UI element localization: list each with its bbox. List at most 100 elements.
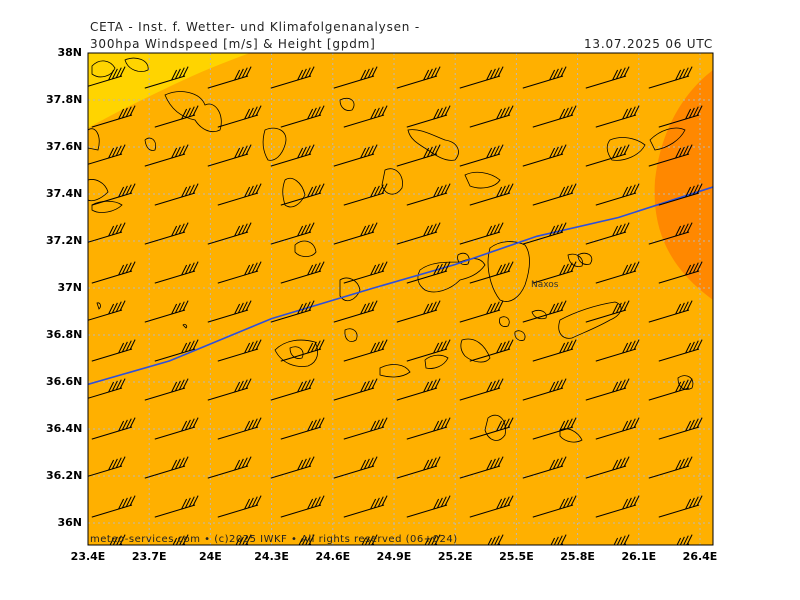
wind-barb-flag — [237, 68, 244, 80]
wind-barb-flag — [434, 534, 441, 545]
wind-barb-shaft — [91, 348, 133, 362]
wind-barb-flag — [244, 420, 251, 432]
wind-barb-flag — [363, 380, 370, 392]
wind-barb-flag — [499, 497, 506, 509]
wind-barb-flag — [685, 342, 692, 354]
wind-barb-flag — [308, 378, 315, 389]
lat-tick-label: 37.2N — [46, 234, 83, 247]
wind-barb-flag — [368, 535, 374, 545]
wind-barb-flag — [371, 300, 378, 311]
wind-barb-flag — [237, 224, 244, 236]
wind-barb-flag — [675, 225, 682, 237]
organization-header: CETA - Inst. f. Wetter- und Klimafolgena… — [90, 20, 420, 34]
wind-barb-flag — [557, 535, 563, 545]
wind-barb-shaft — [648, 231, 690, 245]
place-label-naxos: Naxos — [531, 280, 559, 290]
wind-barb-shaft — [469, 348, 511, 362]
wind-barb-flag — [297, 147, 304, 159]
wind-barb-flag — [430, 457, 437, 468]
wind-barb-flag — [119, 222, 126, 233]
wind-barb-flag — [304, 301, 311, 312]
wind-barb-flag — [629, 262, 636, 273]
wind-barb-flag — [619, 457, 626, 468]
wind-barb-flag — [367, 457, 374, 468]
wind-barb-flag — [549, 459, 556, 471]
wind-barb-flag — [188, 184, 195, 195]
wind-barb-flag — [373, 107, 380, 119]
wind-barb-flag — [373, 497, 380, 509]
wind-barb-flag — [507, 105, 514, 116]
wind-barb-flag — [619, 145, 626, 156]
wind-barb-flag — [497, 456, 504, 467]
lon-tick-label: 25.2E — [437, 550, 473, 563]
wind-barb-flag — [444, 339, 451, 350]
wind-barb-flag — [633, 495, 640, 506]
wind-barb-shaft — [406, 348, 448, 362]
wind-barb-shaft — [532, 348, 574, 362]
wind-barb-flag — [370, 420, 377, 432]
wind-barb-flag — [434, 144, 441, 155]
wind-barb-shaft — [217, 192, 259, 206]
wind-barb-shaft — [532, 114, 574, 128]
wind-barb-flag — [121, 107, 128, 119]
wind-barb-flag — [430, 223, 437, 234]
wind-barb-shaft — [532, 192, 574, 206]
wind-barb-shaft — [217, 114, 259, 128]
wind-barb-shaft — [585, 387, 627, 401]
wind-barb-flag — [686, 456, 693, 467]
wind-barb-flag — [181, 186, 188, 198]
wind-barb-flag — [559, 186, 566, 198]
wind-barb-flag — [675, 459, 682, 471]
wind-barb-flag — [360, 381, 367, 393]
wind-barb-shaft — [648, 465, 690, 479]
wind-barb-flag — [612, 147, 619, 159]
wind-barb-shaft — [154, 504, 196, 518]
wind-barb-flag — [688, 185, 695, 197]
lon-tick-label: 23.7E — [131, 550, 167, 563]
wind-barb-flag — [503, 340, 510, 351]
wind-barb-shaft — [280, 504, 322, 518]
wind-barb-shaft — [207, 309, 249, 323]
wind-barb-flag — [678, 458, 685, 470]
wind-barb-flag — [119, 144, 126, 155]
wind-barb-flag — [121, 497, 128, 509]
wind-barb-shaft — [154, 426, 196, 440]
wind-barb-shaft — [469, 114, 511, 128]
wind-barb-flag — [503, 496, 510, 507]
wind-barb-flag — [244, 108, 251, 120]
wind-barb-flag — [308, 144, 315, 155]
wind-barb-flag — [676, 537, 682, 545]
wind-barb-flag — [244, 264, 251, 276]
wind-barb-flag — [377, 496, 384, 507]
wind-barb-flag — [629, 418, 636, 429]
lon-tick-label: 24.3E — [254, 550, 289, 563]
wind-barb-flag — [503, 418, 510, 429]
wind-barb-flag — [192, 261, 199, 272]
wind-barb-flag — [426, 302, 433, 314]
wind-barb-flag — [426, 458, 433, 470]
lat-tick-label: 36.2N — [46, 469, 83, 482]
wind-barb-shaft — [270, 75, 312, 89]
wind-barb-flag — [108, 381, 115, 393]
wind-barb-flag — [241, 145, 248, 156]
wind-barb-flag — [373, 419, 380, 431]
wind-barb-shaft — [585, 465, 627, 479]
wind-barb-flag — [314, 184, 321, 195]
wind-barb-flag — [686, 378, 693, 389]
wind-barb-flag — [622, 186, 629, 198]
wind-barb-flag — [371, 378, 378, 389]
wind-barb-flag — [301, 536, 307, 545]
wind-barb-flag — [499, 263, 506, 275]
wind-barb-shaft — [585, 153, 627, 167]
wind-barb-flag — [440, 418, 447, 429]
lat-tick-label: 37.4N — [46, 187, 83, 200]
wind-barb-flag — [615, 380, 622, 392]
wind-barb-flag — [118, 420, 125, 432]
wind-barb-flag — [549, 303, 556, 315]
wind-barb-flag — [623, 66, 630, 77]
wind-barb-flag — [686, 534, 693, 545]
wind-barb-flag — [125, 184, 132, 195]
wind-barb-flag — [381, 495, 388, 506]
wind-barb-flag — [434, 222, 441, 233]
wind-barb-flag — [615, 224, 622, 236]
